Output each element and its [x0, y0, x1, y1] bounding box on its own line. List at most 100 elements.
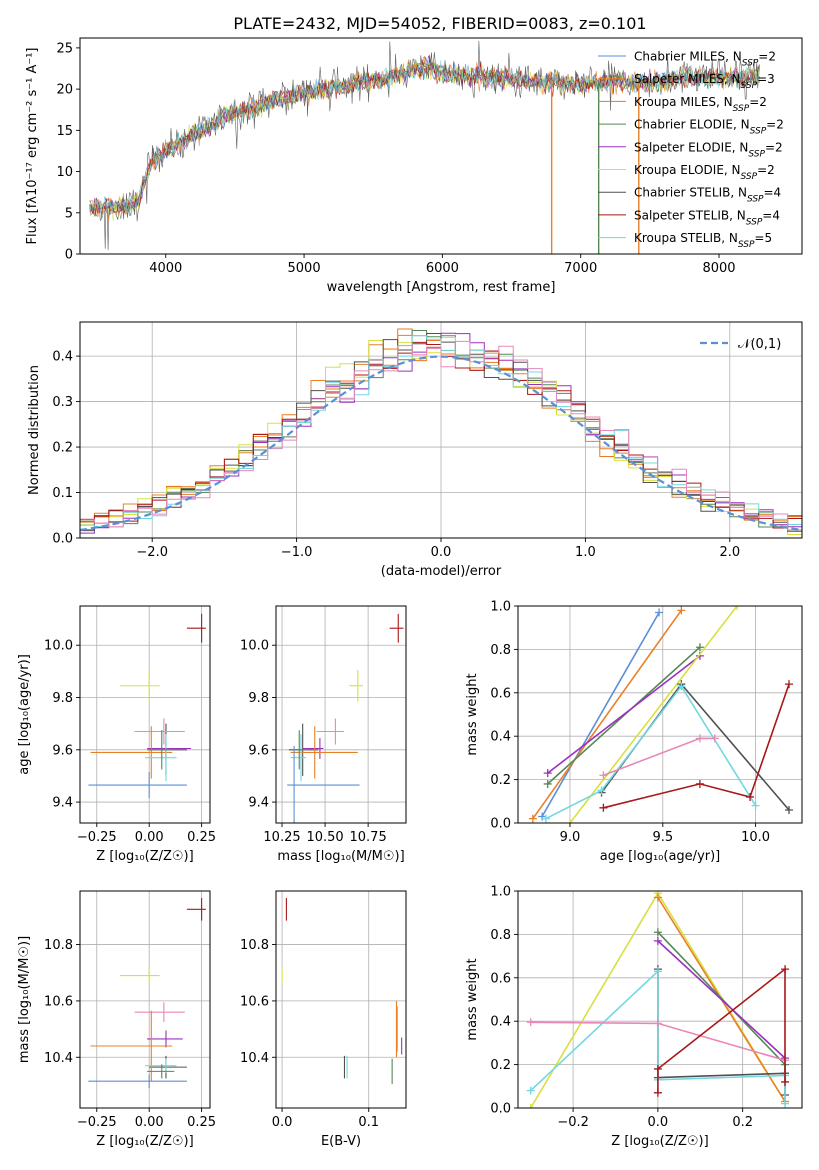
error-bar-point-3	[302, 738, 324, 759]
y-tick-label: 10.0	[44, 639, 73, 654]
y-tick-label: 0.8	[490, 928, 511, 943]
error-bar-point-8	[88, 772, 187, 799]
y-tick-label: 25	[56, 41, 73, 56]
x-axis-label: Z [log₁₀(Z/Z☉)]	[96, 849, 193, 864]
error-bar-point-5	[90, 726, 173, 779]
legend-subscript: SSP	[750, 127, 767, 137]
y-tick-label: 10.8	[44, 938, 73, 953]
panel-spectrum: 4000 5000 6000 7000 8000 0 5 10 15 20 25 wavelength…	[25, 37, 803, 295]
x-tick-label: 10.25	[263, 830, 300, 845]
x-tick-label: −0.2	[557, 1115, 589, 1130]
x-tick-label: 0.25	[187, 830, 216, 845]
panel-age-vs-Z: −0.25 0.00 0.25 9.4 9.6 9.8 10.0 Z [log₁₀(Z/Z☉)…	[17, 605, 216, 864]
x-tick-label: 1.0	[575, 545, 596, 560]
y-tick-label: 5	[65, 206, 73, 221]
panel-age-vs-mass: 10.25 10.50 10.75 9.4 9.6 9.8 10.0 mass [log₁₀(…	[240, 605, 407, 864]
y-tick-label: 0.1	[52, 486, 73, 501]
y-tick-label: 0.0	[52, 532, 73, 547]
panel-residuals: −2.0 −1.0 0.0 1.0 2.0 0.0 0.1 0.2 0.3 0.4 (data-mo…	[27, 321, 803, 579]
legend-subscript: SSP	[733, 104, 750, 114]
x-tick-label: 9.5	[652, 830, 673, 845]
x-tick-label: 0.0	[431, 545, 452, 560]
weight-marker	[695, 779, 704, 788]
weight-marker	[733, 606, 742, 610]
y-tick-label: 10.6	[240, 994, 269, 1009]
error-bar-point-2	[149, 1055, 187, 1079]
error-bar-point-1	[349, 670, 363, 702]
weight-marker	[655, 608, 664, 617]
legend-subscript: SSP	[742, 59, 759, 69]
error-bar-point-0	[389, 613, 404, 643]
x-tick-label: 7000	[564, 261, 597, 276]
y-tick-label: 0.6	[490, 686, 511, 701]
x-tick-label: −2.0	[136, 545, 168, 560]
y-tick-label: 9.6	[52, 743, 73, 758]
legend-label: Chabrier ELODIE, NSSP=2	[634, 118, 784, 137]
x-tick-label: 2.0	[719, 545, 740, 560]
legend-label: Salpeter ELODIE, NSSP=2	[634, 140, 783, 159]
y-tick-label: 9.4	[248, 796, 269, 811]
weight-marker	[526, 1018, 535, 1027]
weight-line-3	[547, 655, 701, 774]
weight-marker	[653, 1088, 662, 1097]
x-tick-label: 0.25	[187, 1115, 216, 1130]
weight-line-2	[657, 931, 786, 1074]
y-tick-label: 0.6	[490, 971, 511, 986]
weight-marker	[785, 805, 794, 814]
legend-subscript: SSP	[738, 240, 755, 250]
error-bar-point-4	[134, 1002, 185, 1023]
weight-marker	[710, 734, 719, 743]
weight-marker	[751, 801, 760, 810]
weight-marker	[543, 779, 552, 788]
y-tick-label: 0.2	[490, 1058, 511, 1073]
x-axis-label: age [log₁₀(age/yr)]	[600, 849, 721, 864]
error-bar-point-0	[186, 898, 206, 921]
y-tick-label: 10	[56, 165, 73, 180]
error-bar-point-5	[290, 726, 358, 779]
legend-subscript: SSP	[747, 195, 764, 205]
x-axis-label: mass [log₁₀(M/M☉)]	[277, 849, 404, 864]
figure-title: PLATE=2432, MJD=54052, FIBERID=0083, z=0…	[233, 14, 646, 33]
y-tick-label: 10.4	[240, 1051, 269, 1066]
weight-marker	[785, 680, 794, 689]
axes-frame	[79, 890, 211, 1109]
x-tick-label: 0.0	[272, 1115, 293, 1130]
weight-marker	[565, 819, 574, 823]
x-tick-label: −0.25	[77, 1115, 117, 1130]
axes-frame	[79, 37, 803, 255]
x-axis-label: Z [log₁₀(Z/Z☉)]	[96, 1134, 193, 1149]
y-axis-label: mass [log₁₀(M/M☉)]	[17, 936, 32, 1063]
plot-area	[526, 891, 790, 1108]
histogram-8	[80, 340, 802, 531]
axes-frame	[517, 890, 803, 1109]
axes-frame	[275, 605, 407, 824]
weight-marker	[746, 792, 755, 801]
spectrum-model-7	[89, 59, 760, 215]
y-tick-label: 10.4	[44, 1051, 73, 1066]
weight-line-7	[657, 967, 786, 1093]
weight-marker	[599, 803, 608, 812]
x-tick-label: −0.25	[77, 830, 117, 845]
legend-label: Chabrier STELIB, NSSP=4	[634, 186, 781, 205]
x-axis-label: wavelength [Angstrom, rest frame]	[327, 280, 556, 295]
weight-line-6	[545, 684, 757, 820]
legend-label: Kroupa STELIB, NSSP=5	[634, 231, 772, 250]
error-bar-point-1	[119, 967, 160, 984]
histogram-5	[80, 333, 802, 532]
weight-marker	[781, 965, 790, 974]
error-bar-point-0	[186, 613, 206, 643]
y-tick-label: 9.4	[52, 796, 73, 811]
error-bar-point-6	[145, 734, 177, 782]
legend-subscript: SSP	[741, 172, 758, 182]
weight-marker	[695, 734, 704, 743]
y-tick-label: 0.0	[490, 817, 511, 832]
weight-marker	[528, 814, 537, 823]
legend-label: Salpeter STELIB, NSSP=4	[634, 208, 780, 227]
y-tick-label: 0.8	[490, 643, 511, 658]
weight-marker	[677, 682, 686, 691]
spectrum-model-8	[89, 59, 760, 216]
axes-frame	[79, 321, 803, 539]
x-tick-label: 10.50	[306, 830, 343, 845]
x-axis-label: (data-model)/error	[381, 564, 502, 579]
